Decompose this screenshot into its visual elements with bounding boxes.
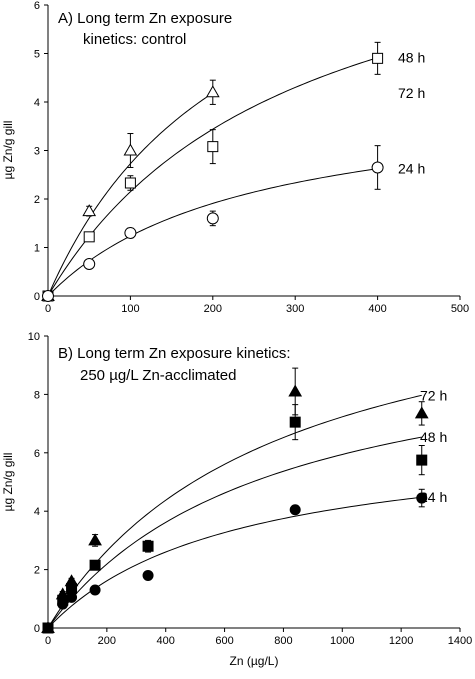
panel-a-x-tick-label: 200 bbox=[204, 303, 222, 315]
panel-a-y-tick-label: 5 bbox=[34, 49, 40, 61]
panel-b-point-circle-24h bbox=[289, 504, 301, 516]
panel-b-point-circle-24h bbox=[57, 598, 69, 610]
panel-a-title-line-2: kinetics: control bbox=[83, 31, 186, 48]
panel-a-y-tick-label: 2 bbox=[34, 194, 40, 206]
panel-a-point-square-48h bbox=[83, 231, 95, 243]
panel-b-series-label-72h: 72 h bbox=[420, 387, 447, 403]
panel-a-x-tick-label: 100 bbox=[121, 303, 139, 315]
panel-b-point-circle-24h bbox=[142, 569, 154, 581]
panel-b-x-tick-label: 0 bbox=[45, 635, 51, 647]
panel-a-x-tick-label: 500 bbox=[451, 303, 469, 315]
panel-a-point-square-48h bbox=[124, 177, 136, 189]
panel-b-point-square-48h bbox=[289, 416, 301, 428]
panel-b-point-circle-24h bbox=[416, 492, 428, 504]
panel-a-chart: µg Zn/g gill A) Long term Zn exposure ki… bbox=[1, 0, 469, 315]
panel-b-point-circle-24h bbox=[66, 591, 78, 603]
panel-b-point-square-48h bbox=[416, 454, 428, 466]
panel-a-point-square-48h bbox=[207, 141, 219, 153]
panel-b-x-tick-label: 1000 bbox=[330, 635, 354, 647]
panel-b-series-label-24h: 24 h bbox=[420, 489, 447, 505]
panel-a-series-label-24h: 24 h bbox=[398, 161, 425, 177]
panel-a-point-triangle-72h bbox=[123, 143, 138, 156]
panel-b-x-tick-label: 800 bbox=[274, 635, 292, 647]
panel-a-series-label-48h: 48 h bbox=[398, 50, 425, 66]
panel-a-series-label-72h: 72 h bbox=[398, 85, 425, 101]
panel-a-y-tick-label: 4 bbox=[34, 97, 40, 109]
panel-b-chart: µg Zn/g gill Zn (µg/L) B) Long term Zn e… bbox=[1, 331, 472, 668]
panel-b-y-tick-label: 0 bbox=[34, 623, 40, 635]
panel-a-point-circle-24h bbox=[42, 290, 54, 302]
panel-b-title-line-1: B) Long term Zn exposure kinetics: bbox=[58, 345, 291, 362]
panel-b-x-tick-label: 1400 bbox=[448, 635, 472, 647]
panel-a-point-circle-24h bbox=[206, 212, 219, 225]
panel-b-point-triangle-72h bbox=[288, 384, 303, 397]
panel-b-y-tick-label: 4 bbox=[34, 506, 40, 518]
panel-a-fit-curve-24h bbox=[47, 168, 378, 297]
panel-a-point-circle-24h bbox=[83, 257, 96, 270]
panel-b-fit-curve-72h bbox=[47, 394, 422, 629]
panel-b-x-tick-label: 600 bbox=[215, 635, 233, 647]
panel-b-title-line-2: 250 µg/L Zn-acclimated bbox=[80, 367, 237, 384]
panel-a-x-tick-label: 0 bbox=[45, 303, 51, 315]
panel-a-point-circle-24h bbox=[371, 161, 384, 174]
panel-a-point-triangle-72h bbox=[205, 85, 220, 98]
panel-a-y-tick-label: 1 bbox=[34, 243, 40, 255]
panel-b-x-tick-label: 400 bbox=[157, 635, 175, 647]
panel-a-x-tick-label: 400 bbox=[368, 303, 386, 315]
panel-b-point-triangle-72h bbox=[414, 406, 429, 419]
panel-a-point-square-48h bbox=[372, 52, 384, 64]
panel-b-x-tick-label: 200 bbox=[98, 635, 116, 647]
panel-a-y-tick-label: 0 bbox=[34, 291, 40, 303]
panel-b-point-circle-24h bbox=[42, 622, 54, 634]
panel-a-title-line-1: A) Long term Zn exposure bbox=[58, 10, 232, 27]
panel-a-y-tick-label: 6 bbox=[34, 0, 40, 12]
panel-a-y-tick-label: 3 bbox=[34, 146, 40, 158]
panel-b-series-label-48h: 48 h bbox=[420, 429, 447, 445]
panel-b-point-triangle-72h bbox=[88, 533, 102, 546]
panel-b-fit-curve-24h bbox=[47, 496, 422, 629]
panel-b-y-tick-label: 6 bbox=[34, 448, 40, 460]
panel-a-fit-curve-72h bbox=[47, 92, 214, 297]
panel-b-point-square-48h bbox=[89, 559, 101, 571]
panel-a-y-axis-title: µg Zn/g gill bbox=[1, 121, 15, 180]
panel-b-y-tick-label: 8 bbox=[34, 389, 40, 401]
panel-b-x-axis-title: Zn (µg/L) bbox=[230, 654, 279, 668]
panel-b-point-circle-24h bbox=[89, 584, 101, 596]
panel-b-x-tick-label: 1200 bbox=[389, 635, 413, 647]
panel-b-y-tick-label: 2 bbox=[34, 565, 40, 577]
panel-a-point-triangle-72h bbox=[82, 204, 97, 217]
panel-a-point-circle-24h bbox=[124, 226, 137, 239]
panel-b-y-axis-title: µg Zn/g gill bbox=[1, 453, 15, 512]
panel-b-fit-curve-48h bbox=[47, 436, 422, 629]
panel-b-y-tick-label: 10 bbox=[28, 331, 40, 343]
panel-b-point-square-48h bbox=[142, 540, 154, 552]
panel-a-x-tick-label: 300 bbox=[286, 303, 304, 315]
